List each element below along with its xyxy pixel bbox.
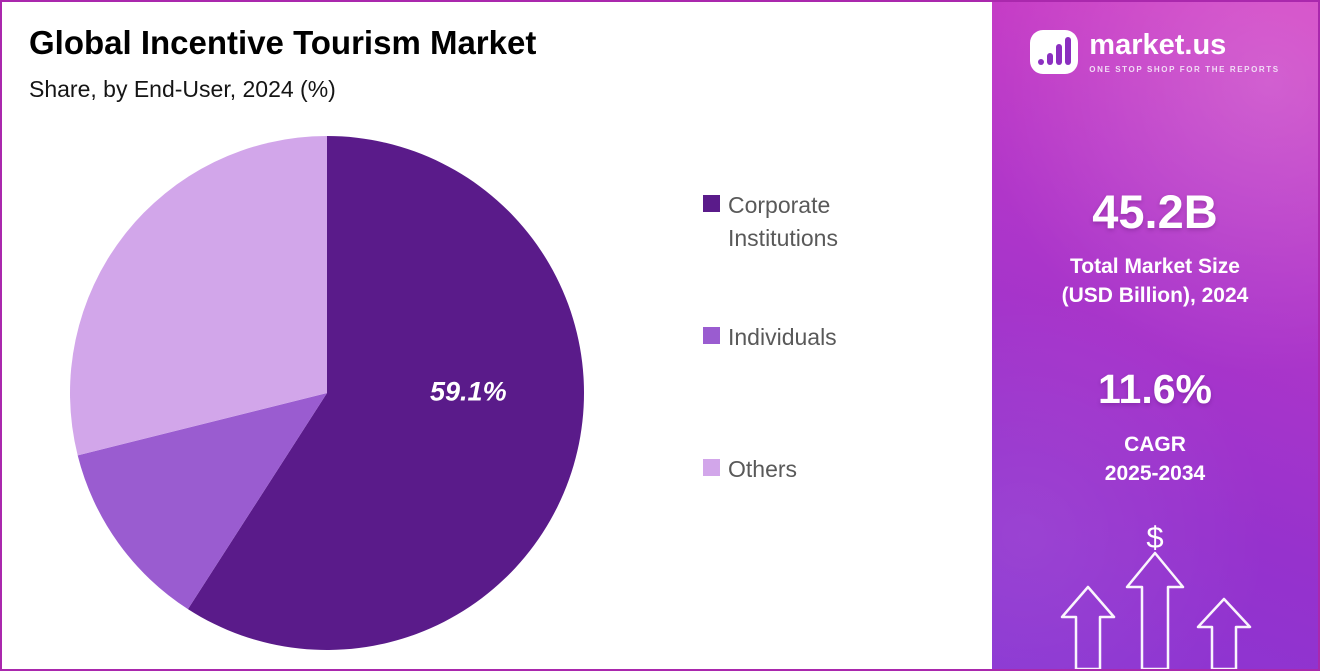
legend-label: Individuals (728, 323, 837, 350)
signal-bars-icon (1030, 30, 1079, 74)
legend-label: Corporate Institutions (728, 191, 838, 252)
market-size-label: Total Market Size (USD Billion), 2024 (1061, 255, 1249, 308)
growth-arrows-icon (1060, 551, 1252, 669)
chart-title: Global Incentive Tourism Market (29, 24, 537, 61)
market-size-value: 45.2B (1092, 185, 1218, 238)
legend-item: Others (703, 453, 863, 585)
pie-slice-1 (77, 392, 328, 610)
pie-data-label: 59.1% (430, 376, 507, 406)
dollar-icon: $ (1146, 520, 1164, 555)
logo: market.us ONE STOP SHOP FOR THE REPORTS (992, 30, 1318, 74)
cagr-label: CAGR 2025-2034 (1104, 433, 1206, 486)
chart-row: 59.1% Corporate Institutions Individuals O… (29, 133, 987, 653)
cagr-value: 11.6% (1098, 366, 1212, 412)
legend-item: Individuals (703, 321, 863, 453)
chart-area: Global Incentive Tourism Market Share, b… (2, 2, 987, 669)
legend: Corporate Institutions Individuals Others (703, 189, 863, 585)
legend-swatch (703, 458, 720, 476)
logo-brand: market.us (1089, 28, 1227, 61)
legend-item: Corporate Institutions (703, 189, 863, 321)
pie-slice-2 (70, 135, 327, 456)
legend-swatch (703, 194, 720, 212)
logo-tagline: ONE STOP SHOP FOR THE REPORTS (1089, 64, 1280, 74)
pie-slice-0 (187, 135, 585, 650)
stats-sidebar: market.us ONE STOP SHOP FOR THE REPORTS … (992, 2, 1318, 669)
legend-label: Others (728, 455, 798, 482)
divider (987, 2, 992, 669)
arrow-up-left (1060, 585, 1116, 669)
pie-chart: 59.1% (70, 135, 585, 650)
chart-subtitle: Share, by End-User, 2024 (%) (29, 75, 336, 102)
arrow-up-center (1125, 551, 1185, 669)
logo-text: market.us ONE STOP SHOP FOR THE REPORTS (1089, 28, 1280, 74)
arrow-up-right (1196, 597, 1252, 669)
legend-swatch (703, 326, 720, 344)
